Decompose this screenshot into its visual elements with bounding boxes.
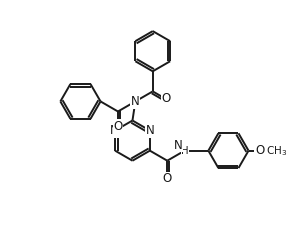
Text: N: N — [131, 95, 140, 108]
Text: O: O — [161, 92, 170, 105]
Text: O: O — [163, 172, 172, 185]
Text: H: H — [181, 146, 188, 156]
Text: CH$_3$: CH$_3$ — [266, 144, 287, 158]
Text: N: N — [110, 124, 119, 137]
Text: O: O — [255, 144, 264, 157]
Text: N: N — [174, 139, 183, 152]
Text: O: O — [113, 120, 123, 133]
Text: N: N — [146, 124, 155, 137]
